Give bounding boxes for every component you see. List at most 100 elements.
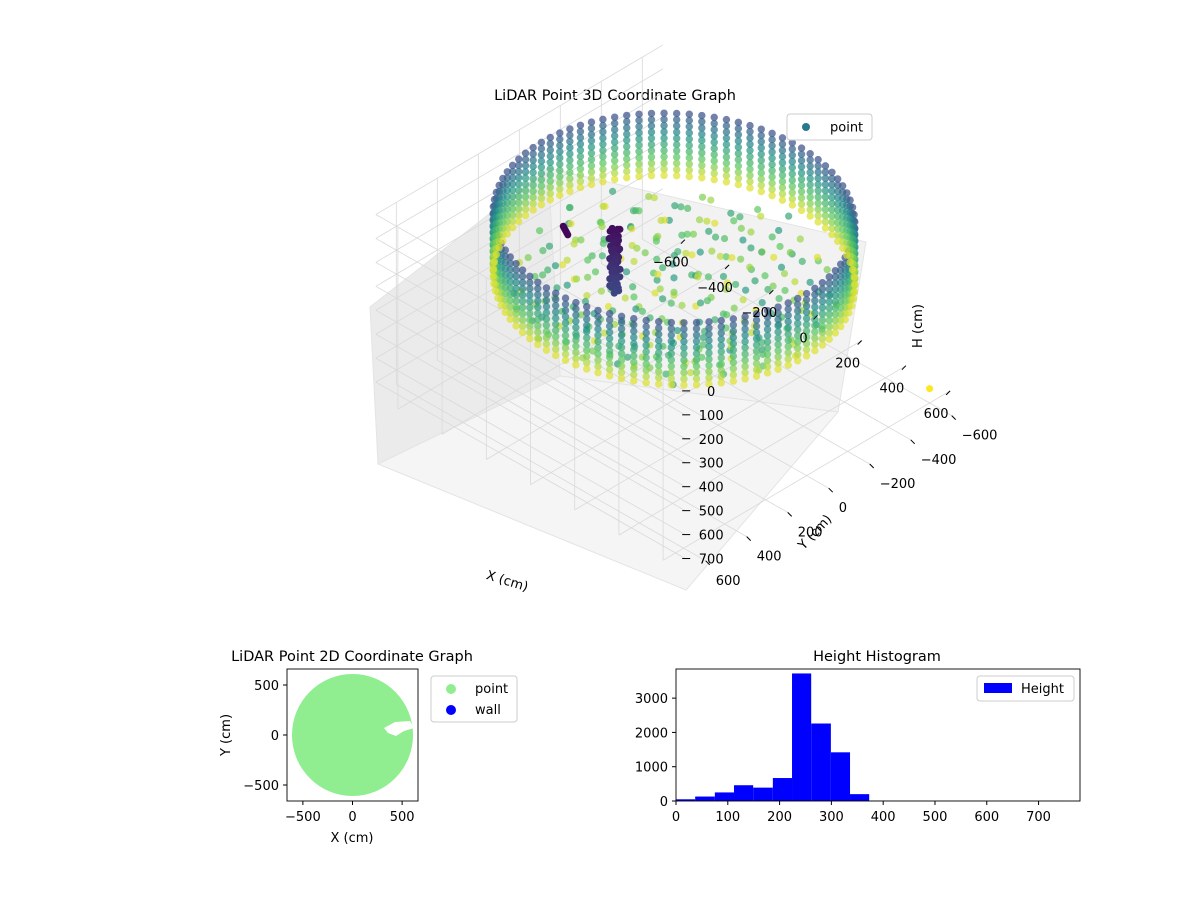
point-wall xyxy=(583,359,591,367)
point-wall xyxy=(746,121,754,130)
point-floor xyxy=(670,251,678,260)
point-floor xyxy=(584,273,592,281)
point-wall xyxy=(793,307,802,315)
point-wall xyxy=(655,349,663,357)
point-wall xyxy=(806,193,814,201)
point-wall xyxy=(512,322,520,330)
point-wall xyxy=(566,187,574,195)
point-wall xyxy=(508,192,517,201)
x-tick-mark-3d xyxy=(724,264,730,270)
point-wall xyxy=(512,259,520,268)
point-wall xyxy=(705,374,713,382)
x-tick-mark-3d xyxy=(901,365,907,371)
point-floor xyxy=(739,296,747,304)
point-wall xyxy=(667,362,676,370)
point-wall xyxy=(512,278,520,287)
y-tick-label-2d: 0 xyxy=(271,729,279,744)
point-wall xyxy=(587,118,596,126)
point-wall xyxy=(698,136,706,145)
point-wall xyxy=(655,374,663,382)
grid-line-floor-y xyxy=(396,384,706,562)
point-floor xyxy=(737,255,745,263)
point-wall xyxy=(752,335,761,343)
point-wall xyxy=(698,142,706,151)
point-wall xyxy=(710,119,718,128)
point-wall xyxy=(722,178,731,186)
point-wall xyxy=(556,179,564,187)
point-wall xyxy=(818,316,827,324)
point-wall xyxy=(797,156,806,165)
point-wall xyxy=(635,129,643,137)
point-wall xyxy=(784,342,792,351)
point-wall xyxy=(778,190,787,198)
point-wall xyxy=(587,161,596,170)
point-wall xyxy=(818,285,827,293)
point-wall xyxy=(508,186,517,194)
x-tick-label-hist: 600 xyxy=(974,810,999,825)
point-floor xyxy=(791,278,799,286)
point-wall xyxy=(599,128,607,136)
point-floor xyxy=(776,242,784,251)
point-wall xyxy=(599,134,607,142)
point-wall xyxy=(617,318,626,327)
point-wall xyxy=(529,193,537,202)
point-floor xyxy=(654,270,662,278)
point-wall xyxy=(583,340,591,348)
point-wall xyxy=(752,347,761,355)
point-wall xyxy=(583,352,591,361)
point-wall xyxy=(784,299,792,307)
point-floor xyxy=(780,269,789,278)
point-floor xyxy=(742,286,750,294)
histogram-bar xyxy=(753,787,773,801)
point-wall xyxy=(610,119,619,128)
point-wall xyxy=(778,159,787,167)
point-wall xyxy=(768,191,776,200)
point-wall xyxy=(572,361,580,369)
title-3d: LiDAR Point 3D Coordinate Graph xyxy=(494,88,736,104)
point-wall xyxy=(572,298,580,307)
point-wall xyxy=(825,279,833,287)
point-wall xyxy=(793,344,802,352)
point-wall xyxy=(768,173,776,181)
point-wall xyxy=(729,327,738,335)
point-wall xyxy=(587,180,596,189)
point-wall xyxy=(546,133,555,142)
point-wall xyxy=(802,289,811,298)
grid-line-back-h xyxy=(375,309,686,488)
point-wall xyxy=(546,140,555,148)
point-floor xyxy=(598,252,606,260)
point-wall xyxy=(821,199,830,207)
point-wall xyxy=(814,218,822,226)
y-tick-label-hist: 0 xyxy=(660,795,668,810)
point-wall xyxy=(680,381,688,389)
point-wall xyxy=(492,250,501,259)
point-wall xyxy=(811,303,819,311)
point-wall xyxy=(561,337,570,346)
point-wall xyxy=(647,147,656,155)
point-wall xyxy=(518,266,527,274)
point-wall xyxy=(698,124,706,132)
legend-2d-label-point: point xyxy=(475,682,508,697)
point-wall xyxy=(722,140,731,149)
point-floor xyxy=(806,278,814,286)
point-wall xyxy=(647,122,656,130)
grid-line-floor-x xyxy=(574,340,862,511)
point-wall xyxy=(806,199,814,208)
point-floor xyxy=(630,257,638,265)
point-floor xyxy=(638,307,647,315)
point-wall xyxy=(763,369,772,377)
point-wall xyxy=(746,153,754,161)
point-wall xyxy=(672,128,681,136)
point-wall xyxy=(834,231,842,239)
point-wall xyxy=(599,146,607,155)
point-wall xyxy=(788,157,796,166)
point-floor xyxy=(707,196,715,204)
point-wall xyxy=(587,124,596,133)
point-wall xyxy=(788,188,796,197)
grid-line-floor-x xyxy=(662,390,951,561)
point-wall xyxy=(788,195,796,203)
point-wall xyxy=(834,187,842,196)
point-wall xyxy=(717,379,725,387)
point-floor xyxy=(591,268,600,276)
point-wall xyxy=(605,347,614,355)
